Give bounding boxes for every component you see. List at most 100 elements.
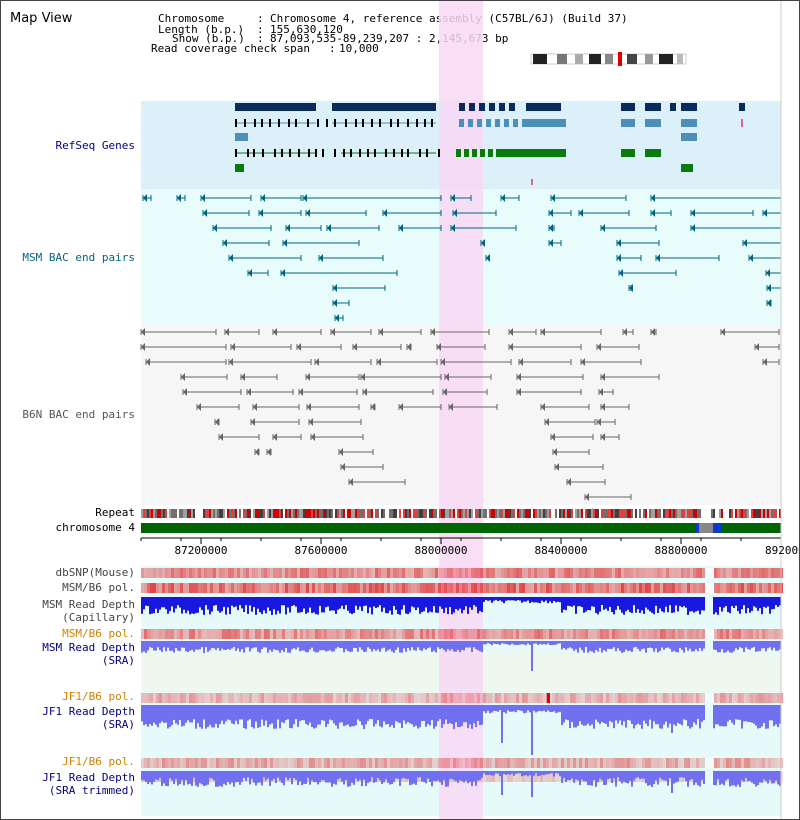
repeat-segment [511,509,513,518]
dbsnp-segment [432,568,435,578]
msm-capillary-depth-bar [255,597,257,615]
msm-b6-pol-2-segment [318,629,321,639]
msm-sra-depth-bar [531,641,533,671]
msm-capillary-depth-bar [243,597,245,612]
jf1-trimmed-depth-bar [413,771,415,784]
jf1-b6-pol-segment [555,693,558,703]
jf1-b6-pol-2-segment [249,758,252,768]
msm-capillary-depth-bar [605,597,607,609]
repeat-segment [397,509,399,518]
gene-exon [345,119,347,127]
track-label-refseq[interactable]: RefSeq Genes [55,139,135,152]
track-label-msm-bac[interactable]: MSM BAC end pairs [22,251,135,264]
jf1-sra-depth-bar [733,705,735,725]
msm-b6-pol-2-segment [489,629,492,639]
track-label-jf1-b6-pol-2[interactable]: JF1/B6 pol. [62,755,135,768]
gene-exon [269,119,271,127]
msm-sra-depth-bar [635,641,637,647]
track-label-repeat[interactable]: Repeat [95,506,135,519]
jf1-trimmed-depth-bar [769,771,771,780]
b6n-bac-pair-arrow [311,433,315,441]
jf1-b6-pol-2-segment [567,758,570,768]
dbsnp-segment [327,568,330,578]
msm-capillary-depth-bar [229,597,231,615]
jf1-b6-pol-2-segment [315,758,318,768]
msm-b6-pol-2-segment [321,629,324,639]
jf1-b6-pol-segment [687,693,690,703]
jf1-b6-pol-segment [606,693,609,703]
msm-b6-pol-2-segment [561,629,564,639]
jf1-trimmed-depth-bar [631,771,633,787]
msm-capillary-depth-bar [239,597,241,606]
track-label-msm-depth-capillary[interactable]: MSM Read Depth [42,598,135,611]
track-label-jf1-b6-pol-1[interactable]: JF1/B6 pol. [62,690,135,703]
dbsnp-segment [594,568,597,578]
msm-sra-depth-bar [611,641,613,649]
jf1-trimmed-depth-bar [495,771,497,774]
msm-bac-pair-arrow [763,209,767,217]
msm-b6-pol-2-segment [312,629,315,639]
msm-capillary-depth-bar [269,597,271,611]
msm-capillary-depth-bar [587,597,589,610]
jf1-trimmed-depth-bar [521,771,523,777]
dbsnp-segment [651,568,654,578]
msm-capillary-depth-bar [447,597,449,615]
msm-capillary-depth-bar [725,597,727,607]
msm-sra-depth-bar [769,641,771,648]
jf1-trimmed-depth-bar [415,771,417,785]
jf1-sra-depth-bar [537,705,539,712]
msm-capillary-depth-bar [609,597,611,607]
dbsnp-segment [216,568,219,578]
jf1-b6-pol-2-segment [252,758,255,768]
msm-sra-depth-bar [237,641,239,649]
msm-capillary-depth-bar [383,597,385,608]
msm-b6-pol-segment [333,583,336,593]
jf1-sra-depth-bar [383,705,385,722]
track-label-dbsnp[interactable]: dbSNP(Mouse) [55,566,135,579]
dbsnp-segment [552,568,555,578]
jf1-b6-pol-segment [228,693,231,703]
jf1-sra-depth-bar [765,705,767,729]
jf1-b6-pol-2-segment [168,758,171,768]
dbsnp-segment [174,568,177,578]
msm-b6-pol-2-segment [393,629,396,639]
show-key: Show (b.p.) [172,32,245,45]
track-label-jf1-depth-trimmed[interactable]: JF1 Read Depth [42,771,135,784]
jf1-sra-depth-bar [397,705,399,723]
track-label-jf1-depth-sra[interactable]: JF1 Read Depth [42,705,135,718]
jf1-trimmed-depth-bar [309,771,311,785]
jf1-b6-pol-2-segment [600,758,603,768]
msm-capillary-depth-bar [729,597,731,614]
jf1-sra-depth-bar [421,705,423,722]
jf1-sra-depth-bar [551,705,553,712]
msm-capillary-depth-bar [465,597,467,607]
jf1-sra-depth-bar [599,705,601,725]
jf1-b6-pol-segment [486,693,489,703]
jf1-b6-pol-2-segment [216,758,219,768]
jf1-trimmed-depth-bar [311,771,313,781]
track-label-msm-b6-pol-2[interactable]: MSM/B6 pol. [62,627,135,640]
msm-capillary-depth-bar [309,597,311,608]
dbsnp-segment [333,568,336,578]
msm-bac-pair-arrow [286,224,290,232]
msm-sra-depth-bar [337,641,339,647]
jf1-sra-depth-bar [557,705,559,713]
msm-sra-depth-bar [449,641,451,651]
track-label-b6n-bac[interactable]: B6N BAC end pairs [22,408,135,421]
msm-sra-depth-bar [311,641,313,648]
chromosome-ideogram-icon[interactable] [530,52,687,66]
repeat-segment [717,509,719,518]
jf1-sra-depth-bar [229,705,231,721]
jf1-sra-depth-bar [459,705,461,727]
jf1-b6-pol-segment [678,693,681,703]
gene-block [496,149,566,157]
b6n-bac-pair-arrow [363,388,367,396]
track-label-msm-b6-pol-1[interactable]: MSM/B6 pol. [62,581,135,594]
jf1-sra-depth-bar [437,705,439,722]
jf1-sra-depth-bar [237,705,239,725]
repeat-segment [355,509,357,518]
gene-exon [359,149,361,157]
track-label-msm-depth-sra[interactable]: MSM Read Depth [42,641,135,654]
repeat-segment [217,509,219,518]
